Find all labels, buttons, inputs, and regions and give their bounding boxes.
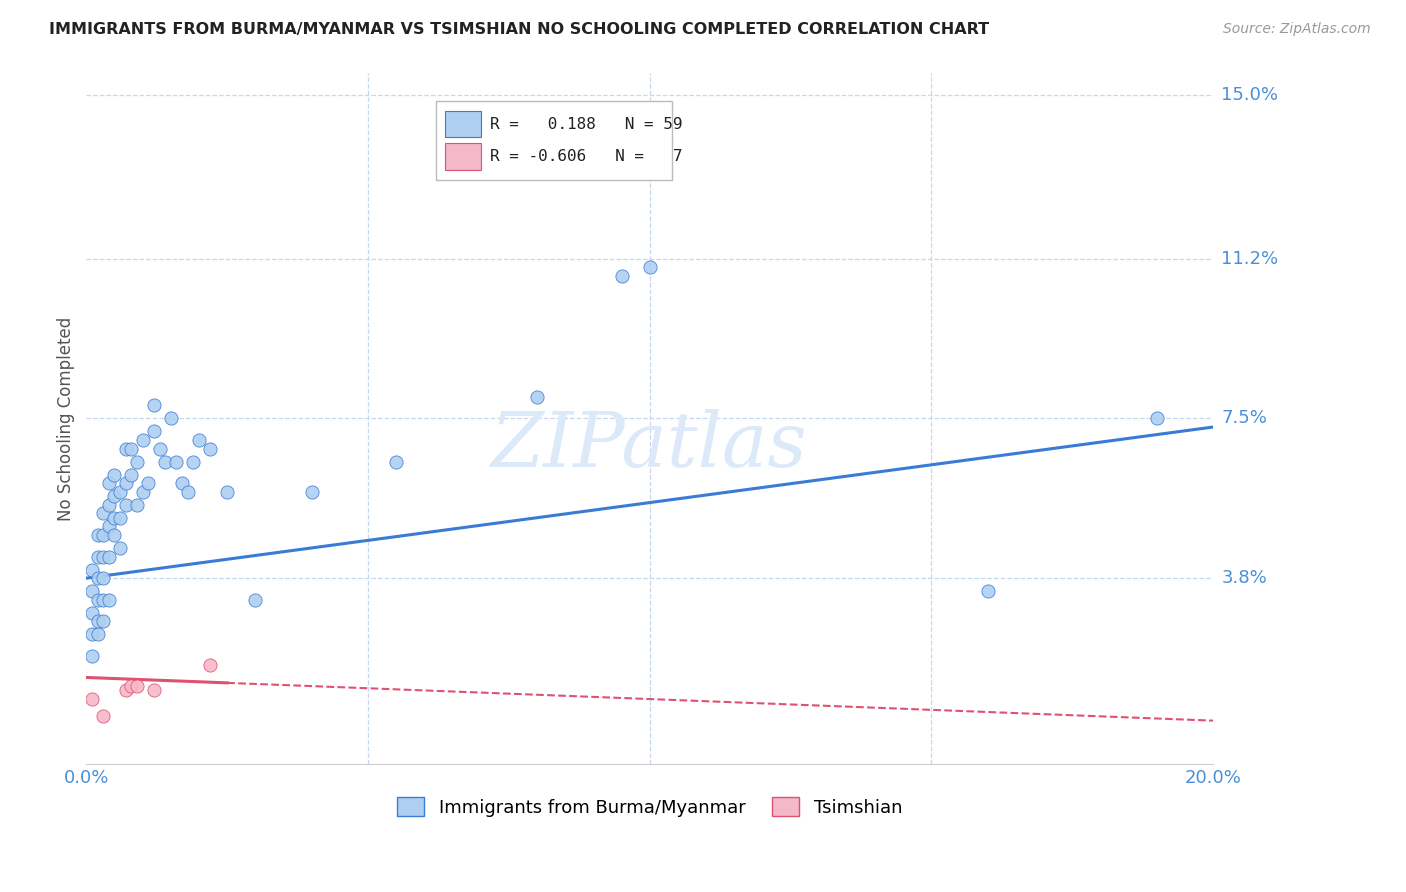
Point bbox=[142, 399, 165, 413]
Point bbox=[80, 606, 103, 620]
Point bbox=[170, 476, 193, 491]
Point bbox=[217, 484, 239, 499]
Legend: Immigrants from Burma/Myanmar, Tsimshian: Immigrants from Burma/Myanmar, Tsimshian bbox=[389, 790, 910, 824]
Point bbox=[610, 268, 633, 283]
Point bbox=[114, 683, 136, 698]
Point bbox=[86, 571, 108, 585]
Point bbox=[97, 498, 120, 512]
Point bbox=[153, 454, 176, 468]
Point bbox=[148, 442, 170, 456]
Text: 3.8%: 3.8% bbox=[1222, 569, 1267, 587]
Point bbox=[188, 433, 211, 447]
Point bbox=[165, 454, 187, 468]
Point bbox=[245, 592, 267, 607]
Point bbox=[1146, 411, 1168, 425]
Text: 7.5%: 7.5% bbox=[1222, 409, 1267, 427]
Point bbox=[136, 476, 159, 491]
Text: Source: ZipAtlas.com: Source: ZipAtlas.com bbox=[1223, 22, 1371, 37]
FancyBboxPatch shape bbox=[444, 111, 481, 137]
Point bbox=[86, 549, 108, 564]
Point bbox=[97, 549, 120, 564]
Point bbox=[200, 442, 222, 456]
Point bbox=[80, 562, 103, 576]
Point bbox=[91, 709, 114, 723]
Point bbox=[159, 411, 181, 425]
Point bbox=[80, 627, 103, 641]
Point bbox=[120, 679, 142, 693]
Point bbox=[86, 627, 108, 641]
Point bbox=[91, 615, 114, 629]
Text: R =   0.188   N = 59: R = 0.188 N = 59 bbox=[489, 117, 682, 132]
Point bbox=[97, 519, 120, 533]
Point bbox=[86, 615, 108, 629]
Point bbox=[114, 476, 136, 491]
Point bbox=[108, 541, 131, 555]
Point bbox=[103, 528, 125, 542]
Point bbox=[183, 454, 205, 468]
Point bbox=[108, 484, 131, 499]
Point bbox=[976, 584, 998, 599]
Point bbox=[114, 442, 136, 456]
Text: ZIPatlas: ZIPatlas bbox=[491, 409, 808, 483]
Point bbox=[91, 571, 114, 585]
Point bbox=[120, 442, 142, 456]
Text: R = -0.606   N =   7: R = -0.606 N = 7 bbox=[489, 149, 682, 164]
Point bbox=[91, 528, 114, 542]
Point bbox=[103, 510, 125, 524]
Point bbox=[86, 528, 108, 542]
Point bbox=[176, 484, 198, 499]
Point bbox=[91, 507, 114, 521]
Point bbox=[125, 454, 148, 468]
Point bbox=[80, 648, 103, 663]
Point bbox=[103, 489, 125, 503]
Point bbox=[125, 498, 148, 512]
Point bbox=[86, 592, 108, 607]
Point bbox=[142, 683, 165, 698]
Point bbox=[142, 425, 165, 439]
Point bbox=[526, 390, 548, 404]
Point bbox=[125, 679, 148, 693]
Point bbox=[91, 592, 114, 607]
Point bbox=[301, 484, 323, 499]
Point bbox=[80, 692, 103, 706]
FancyBboxPatch shape bbox=[436, 101, 672, 180]
Point bbox=[114, 498, 136, 512]
Point bbox=[97, 476, 120, 491]
Y-axis label: No Schooling Completed: No Schooling Completed bbox=[58, 317, 75, 521]
Text: 15.0%: 15.0% bbox=[1222, 86, 1278, 103]
Point bbox=[108, 510, 131, 524]
Point bbox=[638, 260, 661, 275]
Point bbox=[97, 592, 120, 607]
Point bbox=[385, 454, 408, 468]
Point bbox=[131, 484, 153, 499]
FancyBboxPatch shape bbox=[444, 144, 481, 169]
Point bbox=[103, 467, 125, 482]
Point bbox=[91, 549, 114, 564]
Point bbox=[120, 467, 142, 482]
Point bbox=[131, 433, 153, 447]
Point bbox=[200, 657, 222, 672]
Text: IMMIGRANTS FROM BURMA/MYANMAR VS TSIMSHIAN NO SCHOOLING COMPLETED CORRELATION CH: IMMIGRANTS FROM BURMA/MYANMAR VS TSIMSHI… bbox=[49, 22, 990, 37]
Point bbox=[80, 584, 103, 599]
Text: 11.2%: 11.2% bbox=[1222, 250, 1278, 268]
